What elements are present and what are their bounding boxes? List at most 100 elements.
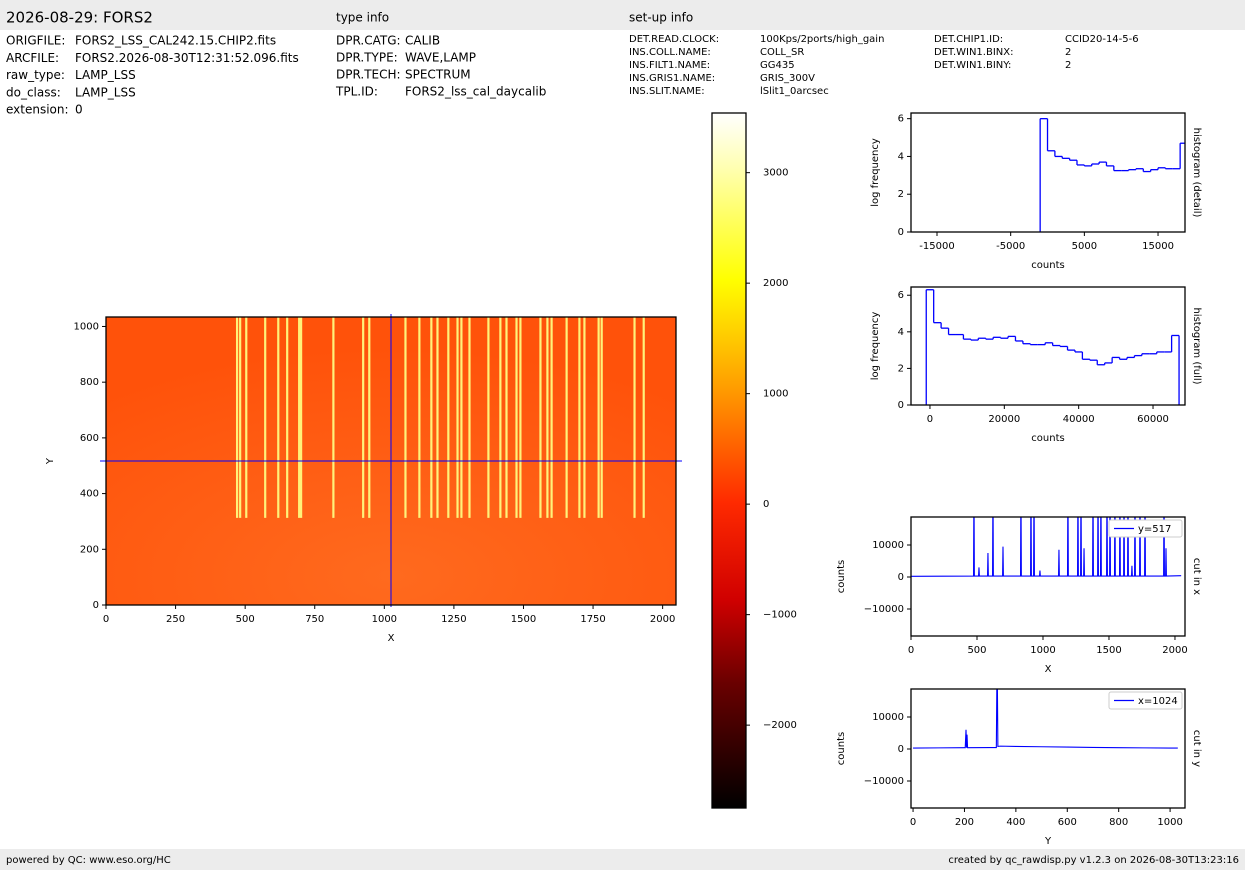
x-axis-label: X xyxy=(1045,664,1052,675)
info-value: FORS2_LSS_CAL242.15.CHIP2.fits xyxy=(75,34,276,48)
right-axis-label: cut in y xyxy=(1191,730,1202,767)
info-key: INS.COLL.NAME: xyxy=(629,47,711,58)
axes-frame xyxy=(105,316,677,606)
y-tick-label: 3000 xyxy=(763,168,788,179)
y-tick-label: 0 xyxy=(898,400,904,411)
legend-label: x=1024 xyxy=(1138,696,1178,707)
line-series xyxy=(911,517,1182,577)
info-value: 100Kps/2ports/high_gain xyxy=(760,34,884,45)
x-tick-label: 1000 xyxy=(372,614,397,625)
info-key: extension: xyxy=(6,103,69,117)
info-value: SPECTRUM xyxy=(405,68,471,82)
x-tick-label: 1500 xyxy=(1096,645,1121,656)
y-tick-label: 4 xyxy=(898,151,904,162)
info-key: DPR.TECH: xyxy=(336,68,401,82)
y-tick-label: 0 xyxy=(93,600,99,611)
y-axis-label: Y xyxy=(45,457,56,465)
right-axis-label: histogram (detail) xyxy=(1191,128,1202,218)
legend-label: y=517 xyxy=(1138,524,1171,535)
x-tick-label: 200 xyxy=(955,817,974,828)
y-tick-label: 200 xyxy=(80,544,99,555)
x-tick-label: 2000 xyxy=(650,614,675,625)
info-value: 2 xyxy=(1065,60,1071,71)
info-key: INS.GRIS1.NAME: xyxy=(629,73,715,84)
x-tick-label: 600 xyxy=(1058,817,1077,828)
y-axis-label: counts xyxy=(836,560,847,593)
info-key: DET.CHIP1.ID: xyxy=(934,34,1003,45)
x-tick-label: 60000 xyxy=(1137,414,1169,425)
x-tick-label: 750 xyxy=(305,614,324,625)
x-tick-label: 1750 xyxy=(580,614,605,625)
info-value: GG435 xyxy=(760,60,795,71)
x-tick-label: 500 xyxy=(967,645,986,656)
x-tick-label: 400 xyxy=(1006,817,1025,828)
y-tick-label: −10000 xyxy=(864,604,904,615)
right-axis-label: histogram (full) xyxy=(1191,307,1202,384)
section-title: set-up info xyxy=(629,11,693,25)
y-tick-label: 0 xyxy=(898,227,904,238)
y-tick-label: 10000 xyxy=(872,540,904,551)
y-tick-label: 10000 xyxy=(872,712,904,723)
info-value: FORS2.2026-08-30T12:31:52.096.fits xyxy=(75,51,299,65)
plot-area xyxy=(913,689,1178,749)
page-title: 2026-08-29: FORS2 xyxy=(6,9,153,27)
info-value: 2 xyxy=(1065,47,1071,58)
info-value: GRIS_300V xyxy=(760,73,815,84)
x-tick-label: 0 xyxy=(927,414,933,425)
y-tick-label: 1000 xyxy=(763,389,788,400)
info-value: LAMP_LSS xyxy=(75,85,136,99)
x-tick-label: 5000 xyxy=(1072,241,1097,252)
y-axis-label: log frequency xyxy=(870,138,881,207)
axes-frame xyxy=(910,286,1186,406)
info-value: LAMP_LSS xyxy=(75,68,136,82)
info-key: INS.FILT1.NAME: xyxy=(629,60,710,71)
x-tick-label: 40000 xyxy=(1063,414,1095,425)
info-key: do_class: xyxy=(6,85,61,99)
x-tick-label: 15000 xyxy=(1142,241,1174,252)
y-tick-label: −1000 xyxy=(763,610,797,621)
info-value: CALIB xyxy=(405,34,440,48)
plot-area xyxy=(1039,118,1185,232)
x-tick-label: 2000 xyxy=(1162,645,1187,656)
plot-area xyxy=(911,517,1182,577)
info-key: DET.READ.CLOCK: xyxy=(629,34,719,45)
x-tick-label: 0 xyxy=(103,614,109,625)
info-key: DET.WIN1.BINX: xyxy=(934,47,1014,58)
info-value: 0 xyxy=(75,103,83,117)
y-tick-label: 2 xyxy=(898,189,904,200)
y-tick-label: 2000 xyxy=(763,278,788,289)
legend-box xyxy=(1108,691,1183,710)
right-axis-label: cut in x xyxy=(1191,558,1202,595)
info-value: CCID20-14-5-6 xyxy=(1065,34,1139,45)
info-key: TPL.ID: xyxy=(335,85,378,99)
info-key: ORIGFILE: xyxy=(6,34,65,48)
info-key: INS.SLIT.NAME: xyxy=(629,86,705,97)
x-tick-label: 1000 xyxy=(1157,817,1182,828)
header-band xyxy=(0,0,1245,30)
section-title: type info xyxy=(336,11,389,25)
info-key: raw_type: xyxy=(6,68,65,82)
info-key: ARCFILE: xyxy=(6,51,59,65)
x-tick-label: 1500 xyxy=(511,614,536,625)
axes-frame xyxy=(910,112,1186,233)
info-value: lSlit1_0arcsec xyxy=(760,86,829,97)
x-tick-label: 800 xyxy=(1109,817,1128,828)
y-tick-label: 2 xyxy=(898,363,904,374)
y-tick-label: 600 xyxy=(80,433,99,444)
y-axis-label: log frequency xyxy=(870,312,881,381)
info-key: DPR.CATG: xyxy=(336,34,401,48)
plot-area xyxy=(925,289,1180,405)
info-value: COLL_SR xyxy=(760,47,804,58)
info-key: DET.WIN1.BINY: xyxy=(934,60,1011,71)
footer-band xyxy=(0,849,1245,870)
y-tick-label: 1000 xyxy=(74,321,99,332)
y-axis-label: counts xyxy=(836,732,847,765)
y-tick-label: 0 xyxy=(898,572,904,583)
info-value: FORS2_lss_cal_daycalib xyxy=(405,85,546,99)
y-tick-label: −10000 xyxy=(864,776,904,787)
legend-box xyxy=(1108,519,1183,538)
x-tick-label: -5000 xyxy=(996,241,1025,252)
x-tick-label: 250 xyxy=(166,614,185,625)
axes-frame xyxy=(711,112,747,809)
